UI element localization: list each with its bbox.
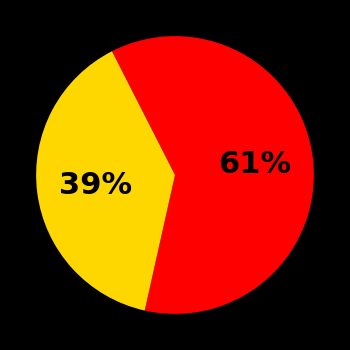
Text: 61%: 61% (218, 150, 292, 180)
Wedge shape (36, 51, 175, 310)
Wedge shape (112, 36, 314, 314)
Text: 39%: 39% (58, 170, 132, 199)
